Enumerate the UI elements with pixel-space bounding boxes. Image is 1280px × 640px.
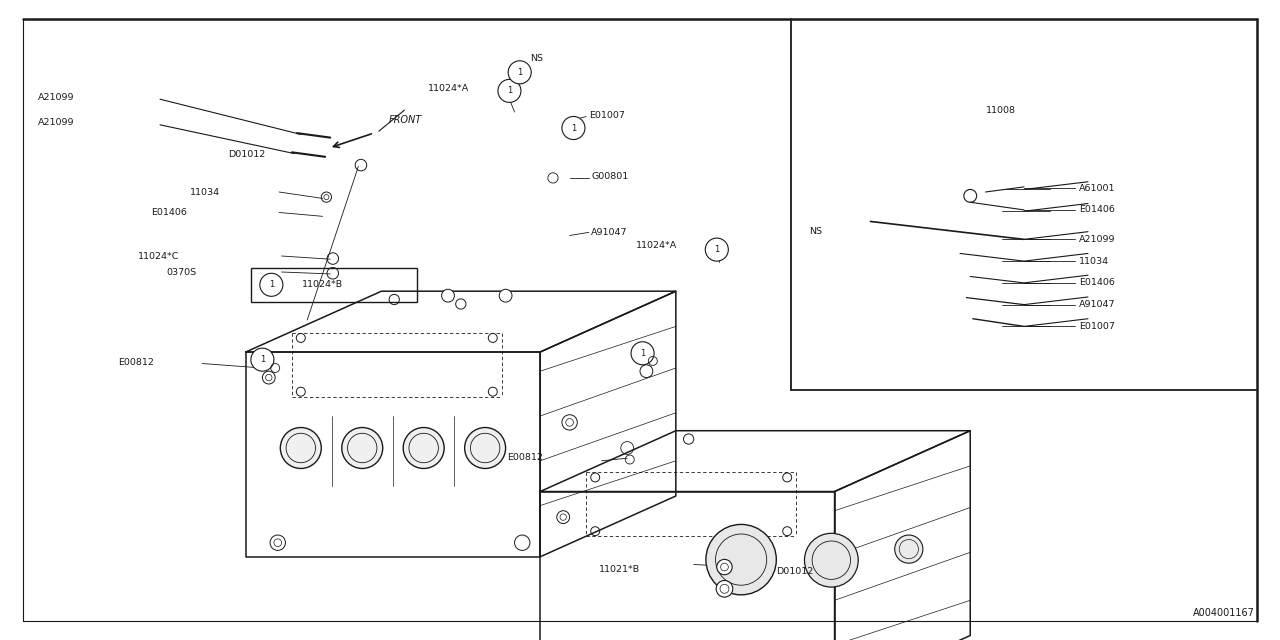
Text: 11024*B: 11024*B — [302, 280, 343, 289]
Text: G00801: G00801 — [591, 172, 628, 180]
Text: 1: 1 — [640, 349, 645, 358]
Circle shape — [342, 428, 383, 468]
Circle shape — [562, 116, 585, 140]
Bar — [251, 268, 417, 302]
Text: 11024*A: 11024*A — [636, 241, 677, 250]
Circle shape — [403, 428, 444, 468]
Text: E00812: E00812 — [118, 358, 154, 367]
Circle shape — [499, 289, 512, 302]
Circle shape — [442, 289, 454, 302]
Circle shape — [804, 533, 858, 587]
Text: 11034: 11034 — [189, 188, 220, 196]
Text: A61001: A61001 — [1079, 184, 1116, 193]
Text: NS: NS — [809, 227, 822, 236]
Text: 11021*B: 11021*B — [599, 565, 640, 574]
Text: E00812: E00812 — [507, 453, 543, 462]
Circle shape — [717, 559, 732, 575]
Text: 1: 1 — [714, 245, 719, 254]
Text: FRONT: FRONT — [389, 115, 422, 125]
Text: A21099: A21099 — [1079, 235, 1116, 244]
Text: D01012: D01012 — [228, 150, 265, 159]
Circle shape — [280, 428, 321, 468]
Circle shape — [465, 428, 506, 468]
Text: 11024*A: 11024*A — [428, 84, 468, 93]
Text: E01406: E01406 — [1079, 205, 1115, 214]
Text: A004001167: A004001167 — [1193, 607, 1254, 618]
Circle shape — [705, 524, 776, 595]
Text: 1: 1 — [571, 124, 576, 132]
Circle shape — [631, 342, 654, 365]
Circle shape — [251, 348, 274, 371]
Text: A91047: A91047 — [591, 228, 628, 237]
Circle shape — [498, 79, 521, 102]
Text: 11008: 11008 — [986, 106, 1015, 115]
Text: 1: 1 — [507, 86, 512, 95]
Circle shape — [895, 535, 923, 563]
Text: 1: 1 — [260, 355, 265, 364]
Text: A91047: A91047 — [1079, 300, 1116, 309]
Text: A21099: A21099 — [38, 93, 76, 102]
Text: E01406: E01406 — [1079, 278, 1115, 287]
Text: 1: 1 — [517, 68, 522, 77]
Text: D01012: D01012 — [776, 567, 813, 576]
Text: 0370S: 0370S — [166, 268, 197, 276]
Circle shape — [260, 273, 283, 296]
Text: E01007: E01007 — [589, 111, 625, 120]
Text: E01406: E01406 — [151, 208, 187, 217]
Circle shape — [716, 580, 733, 597]
Text: 11024*C: 11024*C — [138, 252, 179, 260]
Circle shape — [508, 61, 531, 84]
Text: E01007: E01007 — [1079, 322, 1115, 331]
Text: A21099: A21099 — [38, 118, 76, 127]
Text: 11034: 11034 — [1079, 257, 1110, 266]
Circle shape — [705, 238, 728, 261]
Text: NS: NS — [530, 54, 543, 63]
Text: 1: 1 — [269, 280, 274, 289]
